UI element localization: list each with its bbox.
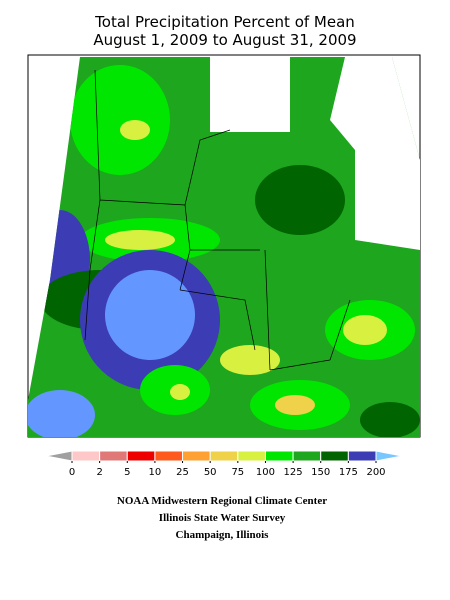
credit-line: Champaign, Illinois [176, 529, 270, 541]
credit-line: NOAA Midwestern Regional Climate Center [117, 495, 327, 507]
precip-field [28, 57, 420, 437]
legend-swatch [182, 450, 211, 462]
legend-tick-label: 0 [69, 467, 75, 478]
legend-tick-label: 200 [366, 467, 385, 478]
legend-tick-label: 125 [284, 467, 303, 478]
legend-swatch [209, 450, 239, 462]
legend-under [45, 450, 73, 462]
legend-swatch [264, 450, 294, 462]
legend-tick-label: 50 [204, 467, 217, 478]
legend-tick-label: 10 [149, 467, 162, 478]
legend-swatch [292, 450, 322, 462]
subtitle: August 1, 2009 to August 31, 2009 [93, 31, 356, 49]
legend-swatch [99, 450, 128, 462]
legend: 0 2 5 10 25 50 75 100 125 150 175 200 [45, 450, 403, 478]
legend-tick-label: 75 [231, 467, 244, 478]
legend-swatch [126, 450, 156, 462]
boundaries [84, 69, 351, 371]
legend-tick-label: 2 [96, 467, 102, 478]
legend-swatch [154, 450, 184, 462]
legend-tick-label: 100 [256, 467, 275, 478]
legend-tick-label: 5 [124, 467, 130, 478]
legend-swatch [320, 450, 349, 462]
map [27, 54, 421, 438]
legend-tick-label: 25 [176, 467, 189, 478]
credit-line: Illinois State Water Survey [159, 512, 286, 524]
legend-swatch [347, 450, 377, 462]
title: Total Precipitation Percent of Mean [94, 13, 355, 31]
legend-swatch [237, 450, 266, 462]
legend-over [375, 450, 403, 462]
legend-tick-label: 150 [311, 467, 330, 478]
legend-tick-label: 175 [339, 467, 358, 478]
legend-swatch [71, 450, 101, 462]
